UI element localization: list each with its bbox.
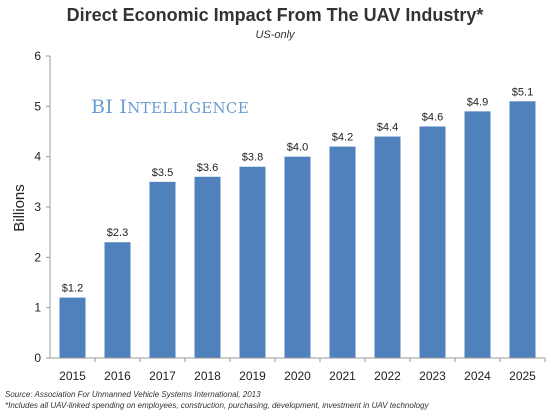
bar-group: $1.2 $2.3 $3.5 $3.6 $3.8 $4.0 $4.2 $4.4 $4.6 $4.9… [59,86,536,359]
bar-2024 [464,111,491,358]
bar-2017 [149,181,176,358]
data-label-2025: $5.1 [512,86,533,98]
chart-subtitle: US-only [255,29,295,41]
x-tick-label-2025: 2025 [509,369,536,383]
y-tick-label: 5 [34,99,41,113]
x-tick-label-2023: 2023 [419,369,446,383]
bar-2020 [284,156,311,358]
data-label-2022: $4.4 [377,122,398,134]
data-label-2023: $4.6 [422,111,443,123]
y-axis-label: Billions [11,184,28,232]
x-tick-label-2022: 2022 [374,369,401,383]
x-tick-label-2015: 2015 [59,369,86,383]
x-axis-ticks: 2015 2016 2017 2018 2019 2020 2021 2022 2023 2024… [59,358,546,383]
x-tick-label-2016: 2016 [104,369,131,383]
bar-2021 [329,146,356,358]
bar-2018 [194,176,221,358]
data-label-2016: $2.3 [107,227,128,239]
bar-2016 [104,242,131,358]
data-label-2021: $4.2 [332,132,353,144]
bar-2019 [239,166,266,358]
y-tick-label: 4 [34,150,41,164]
data-label-2015: $1.2 [62,283,83,295]
y-tick-label: 1 [34,301,41,315]
bar-2023 [419,126,446,358]
footnote: *Includes all UAV-linked spending on emp… [5,401,429,410]
y-tick-label: 6 [34,49,41,63]
data-label-2019: $3.8 [242,152,263,164]
data-label-2017: $3.5 [152,167,173,179]
y-tick-label: 0 [34,351,41,365]
data-label-2018: $3.6 [197,162,218,174]
x-tick-label-2021: 2021 [329,369,356,383]
chart-title: Direct Economic Impact From The UAV Indu… [66,5,484,25]
bar-2022 [374,136,401,358]
data-label-2020: $4.0 [287,142,308,154]
x-tick-label-2024: 2024 [464,369,491,383]
y-tick-label: 3 [34,200,41,214]
y-tick-label: 2 [34,250,41,264]
bar-2025 [509,101,536,359]
x-tick-label-2017: 2017 [149,369,176,383]
data-label-2024: $4.9 [467,96,488,108]
bi-intelligence-logo: BI INTELLIGENCE [91,96,249,118]
source-note: Source: Association For Unmanned Vehicle… [5,390,261,399]
x-tick-label-2018: 2018 [194,369,221,383]
x-tick-label-2020: 2020 [284,369,311,383]
bar-2015 [59,297,86,358]
x-tick-label-2019: 2019 [239,369,266,383]
y-axis-ticks: 0 1 2 3 4 5 6 [34,49,50,365]
